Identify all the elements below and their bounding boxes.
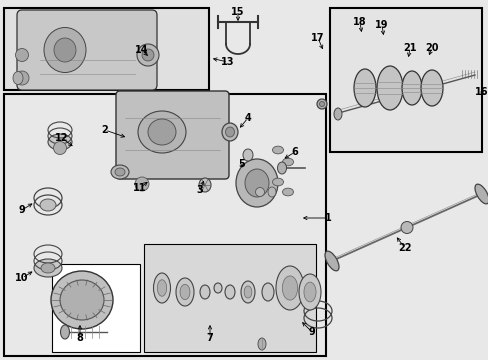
Ellipse shape (420, 70, 442, 106)
Ellipse shape (258, 338, 265, 350)
Ellipse shape (34, 259, 62, 277)
Ellipse shape (13, 72, 23, 85)
Ellipse shape (376, 66, 402, 110)
Text: 3: 3 (196, 185, 203, 195)
Ellipse shape (40, 199, 56, 211)
Text: 5: 5 (238, 159, 245, 169)
Text: 17: 17 (311, 33, 324, 43)
Ellipse shape (224, 285, 235, 299)
Ellipse shape (333, 108, 341, 120)
Ellipse shape (199, 178, 210, 192)
Bar (4, 94, 325, 356)
Text: 2: 2 (102, 125, 108, 135)
Text: 9: 9 (19, 205, 25, 215)
Circle shape (16, 49, 28, 62)
Ellipse shape (41, 263, 55, 273)
Circle shape (135, 177, 149, 191)
Ellipse shape (214, 283, 222, 293)
Text: 12: 12 (55, 133, 69, 143)
Ellipse shape (282, 276, 297, 300)
Ellipse shape (272, 178, 283, 186)
Ellipse shape (236, 159, 278, 207)
Text: 16: 16 (474, 87, 488, 97)
Text: 10: 10 (15, 273, 29, 283)
Ellipse shape (137, 44, 159, 66)
Circle shape (400, 221, 412, 234)
Ellipse shape (282, 188, 293, 196)
Bar (143, 244, 315, 352)
Ellipse shape (319, 102, 324, 107)
Text: 13: 13 (221, 57, 234, 67)
Text: 19: 19 (374, 20, 388, 30)
Ellipse shape (148, 119, 176, 145)
Ellipse shape (304, 282, 315, 302)
Ellipse shape (176, 278, 194, 306)
Text: 15: 15 (231, 7, 244, 17)
Ellipse shape (267, 187, 275, 197)
Ellipse shape (316, 99, 326, 109)
Ellipse shape (51, 271, 113, 329)
Ellipse shape (61, 325, 69, 339)
Ellipse shape (277, 162, 286, 174)
Ellipse shape (298, 274, 320, 310)
Text: 6: 6 (291, 147, 298, 157)
Bar (4, 8, 208, 90)
Ellipse shape (44, 27, 86, 72)
Ellipse shape (272, 146, 283, 154)
Ellipse shape (200, 285, 209, 299)
Ellipse shape (353, 69, 375, 107)
Ellipse shape (60, 280, 104, 320)
Ellipse shape (325, 251, 338, 271)
Text: 9: 9 (308, 327, 315, 337)
Text: 11: 11 (133, 183, 146, 193)
Ellipse shape (225, 127, 234, 137)
Ellipse shape (111, 165, 129, 179)
Ellipse shape (282, 158, 293, 166)
Ellipse shape (115, 168, 125, 176)
Ellipse shape (222, 123, 238, 141)
Text: 4: 4 (244, 113, 251, 123)
Ellipse shape (157, 280, 166, 296)
Bar (52, 264, 140, 352)
Ellipse shape (180, 284, 189, 300)
Text: 7: 7 (206, 333, 213, 343)
Text: 1: 1 (324, 213, 331, 223)
Bar (329, 8, 481, 152)
Ellipse shape (244, 169, 268, 197)
Ellipse shape (255, 188, 264, 197)
Circle shape (53, 141, 66, 154)
FancyBboxPatch shape (17, 10, 157, 90)
FancyBboxPatch shape (116, 91, 228, 179)
Text: 21: 21 (403, 43, 416, 53)
Ellipse shape (275, 266, 304, 310)
Ellipse shape (244, 286, 251, 298)
Ellipse shape (138, 111, 185, 153)
Ellipse shape (241, 281, 254, 303)
Ellipse shape (48, 134, 72, 150)
Text: 20: 20 (425, 43, 438, 53)
Ellipse shape (474, 184, 488, 204)
Circle shape (15, 71, 29, 85)
Text: 18: 18 (352, 17, 366, 27)
Text: 14: 14 (135, 45, 148, 55)
Ellipse shape (142, 49, 154, 61)
Ellipse shape (262, 283, 273, 301)
Text: 8: 8 (77, 333, 83, 343)
Ellipse shape (243, 149, 252, 161)
Ellipse shape (54, 38, 76, 62)
Text: 22: 22 (397, 243, 411, 253)
Ellipse shape (153, 273, 170, 303)
Ellipse shape (401, 71, 421, 105)
